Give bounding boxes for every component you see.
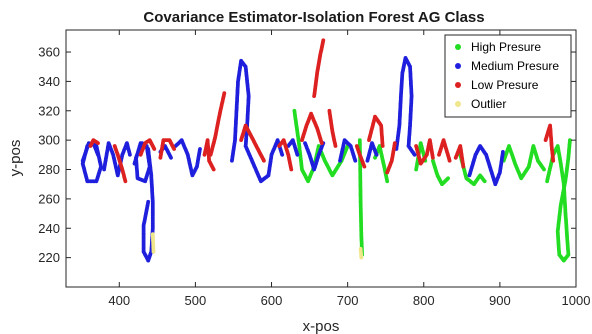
legend: High Presure Medium Presure Low Presure Out… bbox=[444, 34, 572, 118]
data-point bbox=[447, 158, 452, 163]
data-points-layer bbox=[80, 38, 572, 263]
data-point bbox=[431, 155, 435, 160]
x-tick-label: 400 bbox=[108, 293, 130, 308]
data-point bbox=[501, 150, 505, 154]
data-point bbox=[172, 147, 177, 151]
data-point bbox=[321, 38, 326, 43]
data-point bbox=[151, 249, 156, 254]
legend-label: Low Presure bbox=[471, 78, 539, 92]
x-tick-label: 700 bbox=[337, 293, 359, 308]
data-point bbox=[333, 144, 338, 148]
data-point bbox=[353, 158, 358, 163]
x-tick-label: 600 bbox=[261, 293, 283, 308]
y-tick-label: 280 bbox=[38, 162, 60, 177]
data-point bbox=[280, 152, 285, 157]
y-tick-label: 300 bbox=[38, 133, 60, 148]
data-point bbox=[96, 141, 100, 146]
data-point bbox=[374, 152, 379, 157]
data-point bbox=[412, 152, 417, 157]
data-point bbox=[362, 164, 367, 169]
legend-box bbox=[444, 34, 572, 118]
legend-swatch bbox=[455, 101, 461, 107]
legend-label: Outlier bbox=[471, 97, 506, 111]
data-point bbox=[319, 141, 324, 146]
data-point bbox=[211, 167, 216, 172]
x-tick-label: 1000 bbox=[562, 293, 591, 308]
y-tick-label: 260 bbox=[38, 191, 60, 206]
y-tick-label: 320 bbox=[38, 103, 60, 118]
y-axis-label: y-pos bbox=[7, 140, 24, 177]
series-2-points bbox=[88, 38, 556, 184]
x-tick-label: 500 bbox=[185, 293, 207, 308]
x-axis: 400 500 600 700 800 900 1000 bbox=[108, 30, 590, 308]
data-point bbox=[146, 199, 151, 204]
data-point bbox=[446, 176, 450, 181]
x-tick-label: 900 bbox=[489, 293, 511, 308]
data-point bbox=[169, 155, 173, 160]
data-point bbox=[568, 138, 572, 143]
data-point bbox=[152, 147, 157, 151]
data-point bbox=[461, 164, 466, 169]
data-point bbox=[551, 158, 556, 163]
data-point bbox=[198, 147, 202, 151]
data-point bbox=[262, 158, 266, 163]
data-point bbox=[222, 91, 227, 95]
data-point bbox=[359, 255, 364, 260]
data-point bbox=[380, 144, 385, 148]
legend-label: Medium Presure bbox=[471, 59, 559, 73]
legend-swatch bbox=[455, 63, 461, 69]
data-point bbox=[123, 179, 128, 184]
data-point bbox=[127, 152, 132, 157]
data-point bbox=[392, 141, 397, 146]
y-tick-label: 340 bbox=[38, 74, 60, 89]
chart-title: Covariance Estimator-Isolation Forest AG… bbox=[143, 9, 484, 26]
data-point bbox=[96, 152, 100, 157]
y-tick-label: 360 bbox=[38, 45, 60, 60]
data-point bbox=[295, 152, 300, 157]
series-3-points bbox=[150, 232, 364, 260]
legend-label: High Presure bbox=[471, 40, 541, 54]
legend-swatch bbox=[455, 44, 461, 50]
legend-swatch bbox=[455, 82, 461, 88]
y-axis: 220 240 260 280 300 320 340 360 bbox=[38, 45, 576, 265]
y-tick-label: 240 bbox=[38, 221, 60, 236]
data-point bbox=[385, 179, 390, 184]
data-point bbox=[482, 179, 487, 184]
y-tick-label: 220 bbox=[38, 250, 60, 265]
x-tick-label: 800 bbox=[413, 293, 435, 308]
data-point bbox=[542, 167, 546, 172]
data-point bbox=[289, 167, 294, 172]
x-axis-label: x-pos bbox=[303, 318, 340, 334]
